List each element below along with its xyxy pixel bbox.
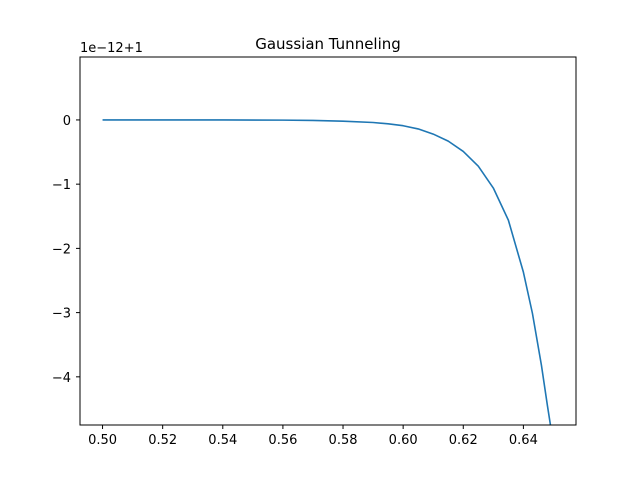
x-tick-label: 0.56 — [268, 433, 297, 448]
series-layer — [102, 119, 552, 426]
x-tick-label: 0.64 — [509, 433, 538, 448]
y-axis-ticks: 0 −1 −2 −3 −4 — [52, 114, 80, 386]
y-axis-offset-label: 1e−12+1 — [80, 41, 143, 56]
x-tick-label: 0.62 — [449, 433, 478, 448]
y-tick-label: −2 — [52, 242, 71, 257]
x-axis-ticks: 0.50 0.52 0.54 0.56 0.58 0.60 0.62 0.64 — [88, 425, 538, 448]
x-tick-label: 0.54 — [208, 433, 237, 448]
x-tick-label: 0.58 — [329, 433, 358, 448]
chart-title: Gaussian Tunneling — [255, 35, 401, 53]
y-tick-label: 0 — [63, 114, 71, 129]
x-tick-label: 0.52 — [148, 433, 177, 448]
plot-frame — [79, 56, 577, 426]
y-tick-label: −4 — [52, 371, 71, 386]
y-tick-label: −1 — [52, 178, 71, 193]
series-line — [102, 119, 552, 426]
plot-area — [80, 57, 576, 425]
y-tick-label: −3 — [52, 307, 71, 322]
x-tick-label: 0.60 — [389, 433, 418, 448]
x-tick-label: 0.50 — [88, 433, 117, 448]
